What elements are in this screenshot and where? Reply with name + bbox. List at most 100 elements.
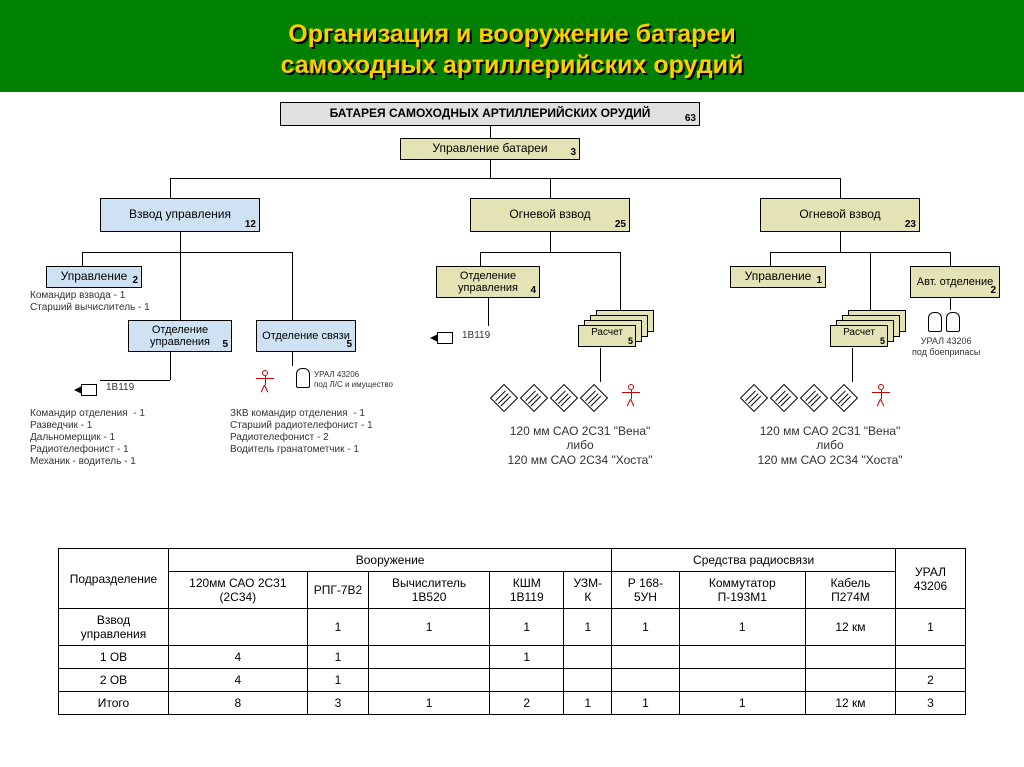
- weapon-icon: [580, 384, 608, 412]
- th-col-1: РПГ-7В2: [307, 572, 368, 609]
- cell: 1: [564, 692, 612, 715]
- row-name: Итого: [59, 692, 169, 715]
- otd-upr-mid-num: 4: [530, 285, 536, 296]
- sao-line2-b: либо: [816, 438, 843, 452]
- root-label: БАТАРЕЯ САМОХОДНЫХ АРТИЛЛЕРИЙСКИХ ОРУДИЙ: [330, 107, 651, 120]
- cell: 1: [307, 609, 368, 646]
- box-ogn1: Огневой взвод 25: [470, 198, 630, 232]
- veh-1b119-a: 1В119: [106, 382, 134, 394]
- th-unit: Подразделение: [59, 549, 169, 609]
- row-name: 1 ОВ: [59, 646, 169, 669]
- cell: 4: [169, 669, 308, 692]
- box-otd-upr-mid: Отделение управления 4: [436, 266, 540, 298]
- cell: [612, 669, 679, 692]
- avt-otd-label: Авт. отделение: [917, 276, 993, 288]
- raschet1-num: 5: [628, 336, 633, 346]
- ogn2-num: 23: [905, 219, 916, 230]
- cell: [805, 646, 895, 669]
- cell: [564, 669, 612, 692]
- cell: 4: [169, 646, 308, 669]
- cell: 1: [679, 609, 805, 646]
- box-ogn2: Огневой взвод 23: [760, 198, 920, 232]
- box-upr-left: Управление 2: [46, 266, 142, 288]
- th-col-5: Р 168-5УН: [612, 572, 679, 609]
- raschet2-stack: Расчет 5: [830, 310, 910, 350]
- equipment-table: Подразделение Вооружение Средства радиос…: [58, 548, 966, 715]
- raschet1-stack: Расчет 5: [578, 310, 658, 350]
- sao-caption-mid: 120 мм САО 2С31 "Вена" либо 120 мм САО 2…: [480, 424, 680, 467]
- box-root: БАТАРЕЯ САМОХОДНЫХ АРТИЛЛЕРИЙСКИХ ОРУДИЙ…: [280, 102, 700, 126]
- th-ural: УРАЛ 43206: [896, 549, 966, 609]
- vzvod-upr-num: 12: [245, 219, 256, 230]
- sao-line3-b: 120 мм САО 2С34 "Хоста": [757, 453, 902, 467]
- table-row: Итого831211112 км3: [59, 692, 966, 715]
- otd-upr-left-num: 5: [222, 339, 228, 350]
- sao-caption-right: 120 мм САО 2С31 "Вена" либо 120 мм САО 2…: [730, 424, 930, 467]
- cell: [896, 646, 966, 669]
- th-col-0: 120мм САО 2С31 (2С34): [169, 572, 308, 609]
- raschet2-num: 5: [880, 336, 885, 346]
- org-chart: БАТАРЕЯ САМОХОДНЫХ АРТИЛЛЕРИЙСКИХ ОРУДИЙ…: [0, 92, 1024, 532]
- th-col-2: Вычислитель 1В520: [369, 572, 490, 609]
- title-line-1: Организация и вооружение батареи: [288, 20, 735, 48]
- upr-right-label: Управление: [745, 270, 812, 283]
- upr-right-num: 1: [816, 275, 822, 286]
- box-otd-svyazi: Отделение связи 5: [256, 320, 356, 352]
- truck-icon: [928, 312, 942, 332]
- weapon-icon: [740, 384, 768, 412]
- weapon-icon: [800, 384, 828, 412]
- weapon-icon: [830, 384, 858, 412]
- vehicle-icon: [430, 330, 456, 344]
- cell: 1: [679, 692, 805, 715]
- vzvod-upr-label: Взвод управления: [129, 208, 231, 221]
- cell: 1: [612, 692, 679, 715]
- th-col-4: УЗМ-К: [564, 572, 612, 609]
- th-col-6: Коммутатор П-193М1: [679, 572, 805, 609]
- weapon-icon: [490, 384, 518, 412]
- upr-left-label: Управление: [61, 270, 128, 283]
- upr-left-num: 2: [132, 275, 138, 286]
- raschet1-label: Расчет: [591, 327, 623, 338]
- cell: 1: [564, 609, 612, 646]
- cell: [369, 646, 490, 669]
- cell: [369, 669, 490, 692]
- box-otd-upr-left: Отделение управления 5: [128, 320, 232, 352]
- otd-svyazi-label: Отделение связи: [262, 330, 350, 342]
- weapon-icon: [550, 384, 578, 412]
- mgmt-label: Управление батареи: [432, 142, 547, 155]
- cell: 1: [307, 669, 368, 692]
- cell: [679, 669, 805, 692]
- th-col-7: Кабель П274М: [805, 572, 895, 609]
- box-mgmt: Управление батареи 3: [400, 138, 580, 160]
- row-name: 2 ОВ: [59, 669, 169, 692]
- cell: 1: [369, 692, 490, 715]
- table-row: 2 ОВ41 2: [59, 669, 966, 692]
- cell: [489, 669, 564, 692]
- weapon-icon: [770, 384, 798, 412]
- raschet2-label: Расчет: [843, 327, 875, 338]
- cell: 2: [489, 692, 564, 715]
- note-upr-left: Командир взвода - 1 Старший вычислитель …: [30, 290, 150, 314]
- cell: 8: [169, 692, 308, 715]
- box-vzvod-upr: Взвод управления 12: [100, 198, 260, 232]
- cell: 3: [307, 692, 368, 715]
- th-group-radio: Средства радиосвязи: [612, 549, 896, 572]
- title-line-2: самоходных артиллерийских орудий: [281, 51, 744, 79]
- box-upr-right: Управление 1: [730, 266, 826, 288]
- ural-note-left: УРАЛ 43206 под Л/С и имущество: [314, 370, 393, 389]
- cell: 1: [489, 646, 564, 669]
- cell: [169, 609, 308, 646]
- stick-figure-icon: [622, 384, 640, 408]
- ural-ammo-note: УРАЛ 43206 под боеприпасы: [912, 336, 980, 358]
- header-band: Организация и вооружение батареи самоход…: [0, 0, 1024, 92]
- ogn1-label: Огневой взвод: [509, 208, 590, 221]
- cell: 3: [896, 692, 966, 715]
- row-name: Взвод управления: [59, 609, 169, 646]
- cell: 2: [896, 669, 966, 692]
- note-otd-upr-left: Командир отделения - 1 Разведчик - 1 Дал…: [30, 408, 145, 468]
- stick-figure-icon: [256, 370, 274, 394]
- cell: 1: [307, 646, 368, 669]
- stick-figure-icon: [872, 384, 890, 408]
- ogn1-num: 25: [615, 219, 626, 230]
- cell: 1: [369, 609, 490, 646]
